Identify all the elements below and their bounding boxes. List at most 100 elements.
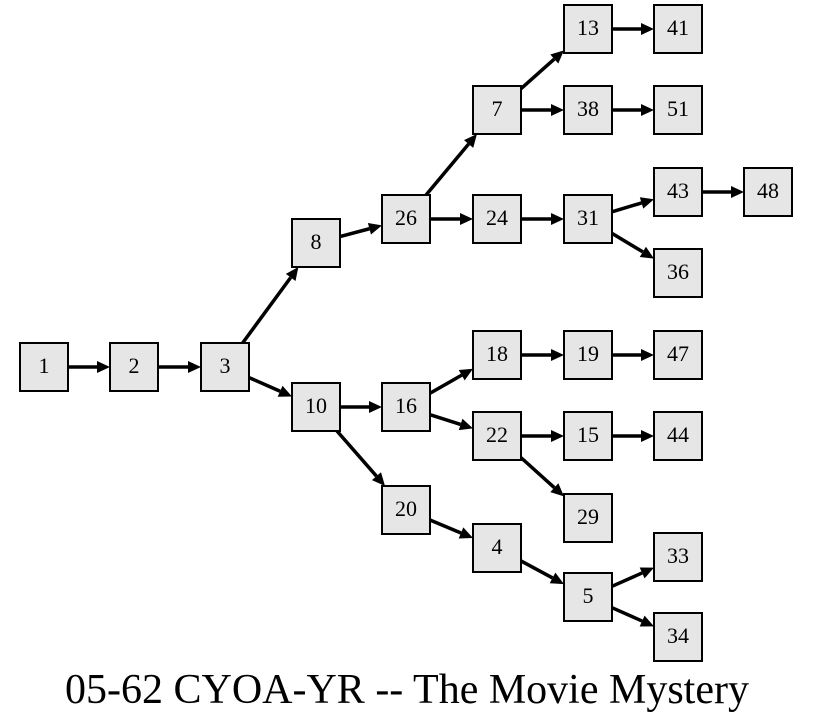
arrowhead-icon (371, 472, 386, 486)
arrowhead-icon (188, 361, 201, 373)
edge-line (611, 571, 643, 588)
edge-4-to-5 (520, 559, 564, 585)
arrowhead-icon (460, 213, 473, 225)
node-box (653, 411, 703, 461)
node-51: 51 (653, 85, 703, 135)
node-box (563, 493, 613, 543)
edge-31-to-43 (611, 197, 654, 214)
edge-10-to-20 (335, 429, 386, 486)
node-label: 38 (577, 96, 599, 121)
arrowhead-icon (551, 349, 564, 361)
node-label: 15 (577, 422, 599, 447)
node-7: 7 (472, 85, 522, 135)
node-48: 48 (743, 167, 793, 217)
edge-26-to-7 (424, 134, 477, 197)
node-label: 8 (311, 229, 322, 254)
arrowhead-icon (639, 246, 654, 259)
arrowhead-icon (458, 418, 473, 431)
edge-1-to-2 (68, 361, 110, 373)
edge-18-to-19 (521, 349, 564, 361)
node-2: 2 (109, 342, 159, 392)
edges (68, 23, 744, 627)
edge-22-to-15 (521, 430, 564, 442)
arrowhead-icon (639, 197, 654, 209)
node-label: 31 (577, 205, 599, 230)
node-26: 26 (381, 194, 431, 244)
node-box (653, 532, 703, 582)
node-box (563, 194, 613, 244)
node-3: 3 (200, 342, 250, 392)
edge-line (424, 142, 470, 197)
arrowhead-icon (369, 401, 382, 413)
edge-line (520, 559, 554, 580)
node-label: 24 (486, 205, 508, 230)
node-box (291, 382, 341, 432)
edge-line (611, 231, 644, 254)
node-36: 36 (653, 248, 703, 298)
arrowhead-icon (464, 134, 477, 148)
node-34: 34 (653, 612, 703, 662)
arrowhead-icon (550, 483, 564, 497)
arrowhead-icon (551, 104, 564, 116)
arrowhead-icon (367, 222, 382, 235)
arrowhead-icon (458, 368, 473, 381)
node-label: 1 (39, 353, 50, 378)
edge-line (611, 606, 643, 623)
node-box (563, 85, 613, 135)
edge-43-to-48 (702, 186, 744, 198)
node-41: 41 (653, 4, 703, 54)
arrowhead-icon (641, 349, 654, 361)
edge-8-to-26 (339, 222, 382, 239)
node-label: 29 (577, 504, 599, 529)
node-label: 41 (667, 15, 689, 40)
arrowhead-icon (641, 430, 654, 442)
node-box (381, 485, 431, 535)
edge-line (429, 518, 462, 535)
edge-20-to-4 (429, 518, 473, 539)
edge-line (241, 276, 293, 345)
node-label: 16 (395, 393, 417, 418)
node-label: 2 (129, 353, 140, 378)
node-box (563, 411, 613, 461)
node-label: 20 (395, 496, 417, 521)
edge-line (339, 227, 370, 239)
node-box (472, 330, 522, 380)
node-19: 19 (563, 330, 613, 380)
node-label: 43 (667, 178, 689, 203)
node-box (472, 85, 522, 135)
edge-19-to-47 (612, 349, 654, 361)
node-29: 29 (563, 493, 613, 543)
node-10: 10 (291, 382, 341, 432)
edge-7-to-38 (521, 104, 564, 116)
node-15: 15 (563, 411, 613, 461)
node-label: 18 (486, 341, 508, 366)
node-box (653, 330, 703, 380)
arrowhead-icon (550, 50, 564, 64)
edge-31-to-36 (611, 231, 654, 259)
arrowhead-icon (641, 23, 654, 35)
node-16: 16 (381, 382, 431, 432)
node-4: 4 (472, 523, 522, 573)
node-label: 51 (667, 96, 689, 121)
node-label: 5 (583, 583, 594, 608)
node-box (653, 85, 703, 135)
edge-7-to-13 (519, 50, 564, 90)
arrowhead-icon (285, 267, 299, 282)
node-box (563, 572, 613, 622)
arrowhead-icon (549, 572, 564, 585)
edge-line (519, 456, 556, 489)
node-label: 19 (577, 341, 599, 366)
node-31: 31 (563, 194, 613, 244)
edge-16-to-22 (429, 412, 473, 431)
node-label: 10 (305, 393, 327, 418)
node-label: 3 (220, 353, 231, 378)
node-label: 13 (577, 15, 599, 40)
edge-26-to-24 (430, 213, 473, 225)
edge-5-to-33 (611, 567, 654, 588)
arrowhead-icon (458, 527, 473, 539)
edge-line (429, 373, 463, 395)
node-label: 44 (667, 422, 689, 447)
edge-2-to-3 (158, 361, 201, 373)
